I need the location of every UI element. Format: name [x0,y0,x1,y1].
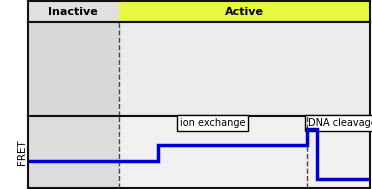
Bar [28,22,119,116]
Text: Active: Active [225,7,264,17]
Y-axis label: FRET: FRET [16,139,26,165]
Bar [119,1,370,22]
Text: Inactive: Inactive [48,7,98,17]
Bar [28,116,119,188]
Text: ion exchange: ion exchange [180,118,246,128]
Text: DNA cleavage: DNA cleavage [308,118,372,128]
